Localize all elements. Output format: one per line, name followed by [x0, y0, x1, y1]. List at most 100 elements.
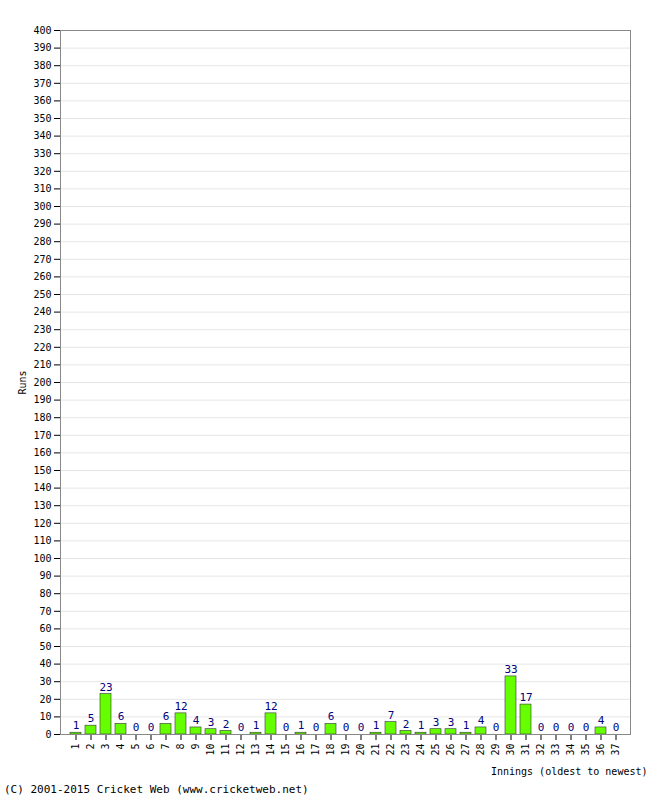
- svg-text:0: 0: [358, 721, 365, 734]
- svg-text:0: 0: [313, 721, 320, 734]
- svg-text:120: 120: [33, 518, 51, 529]
- svg-text:20: 20: [355, 744, 366, 756]
- svg-text:12: 12: [174, 700, 187, 713]
- svg-text:300: 300: [33, 201, 51, 212]
- svg-text:0: 0: [583, 721, 590, 734]
- svg-text:24: 24: [415, 744, 426, 756]
- svg-text:17: 17: [519, 691, 532, 704]
- svg-text:40: 40: [39, 658, 51, 669]
- svg-text:0: 0: [45, 729, 51, 740]
- svg-text:28: 28: [475, 744, 486, 756]
- svg-text:10: 10: [39, 711, 51, 722]
- svg-text:0: 0: [613, 721, 620, 734]
- svg-text:17: 17: [310, 744, 321, 756]
- svg-text:6: 6: [118, 710, 125, 723]
- svg-text:4: 4: [478, 714, 485, 727]
- svg-text:23: 23: [400, 744, 411, 756]
- svg-text:90: 90: [39, 570, 51, 581]
- svg-text:130: 130: [33, 500, 51, 511]
- svg-text:6: 6: [163, 710, 170, 723]
- svg-text:33: 33: [504, 663, 517, 676]
- svg-text:29: 29: [490, 744, 501, 756]
- svg-text:2: 2: [403, 718, 410, 731]
- svg-text:35: 35: [580, 744, 591, 756]
- svg-text:10: 10: [205, 744, 216, 756]
- svg-text:100: 100: [33, 553, 51, 564]
- svg-text:190: 190: [33, 394, 51, 405]
- svg-text:0: 0: [553, 721, 560, 734]
- svg-text:15: 15: [280, 744, 291, 756]
- svg-text:1: 1: [373, 719, 380, 732]
- svg-text:31: 31: [520, 744, 531, 756]
- svg-text:0: 0: [283, 721, 290, 734]
- svg-text:34: 34: [565, 744, 576, 756]
- svg-text:240: 240: [33, 306, 51, 317]
- svg-text:4: 4: [115, 744, 126, 750]
- svg-text:290: 290: [33, 218, 51, 229]
- svg-text:170: 170: [33, 430, 51, 441]
- svg-text:1: 1: [298, 719, 305, 732]
- svg-text:280: 280: [33, 236, 51, 247]
- svg-text:3: 3: [448, 716, 455, 729]
- svg-text:370: 370: [33, 78, 51, 89]
- svg-text:20: 20: [39, 694, 51, 705]
- svg-text:12: 12: [235, 744, 246, 756]
- svg-text:0: 0: [238, 721, 245, 734]
- svg-text:25: 25: [430, 744, 441, 756]
- svg-text:60: 60: [39, 623, 51, 634]
- svg-text:0: 0: [538, 721, 545, 734]
- svg-text:50: 50: [39, 641, 51, 652]
- svg-text:13: 13: [250, 744, 261, 756]
- svg-text:16: 16: [295, 744, 306, 756]
- svg-text:4: 4: [193, 714, 200, 727]
- svg-text:1: 1: [253, 719, 260, 732]
- svg-text:230: 230: [33, 324, 51, 335]
- svg-text:21: 21: [370, 744, 381, 756]
- svg-text:310: 310: [33, 183, 51, 194]
- svg-text:200: 200: [33, 377, 51, 388]
- svg-text:11: 11: [220, 744, 231, 756]
- svg-text:4: 4: [598, 714, 605, 727]
- svg-text:37: 37: [610, 744, 621, 756]
- svg-text:5: 5: [88, 712, 95, 725]
- svg-text:9: 9: [190, 744, 201, 750]
- svg-text:1: 1: [70, 744, 81, 750]
- svg-text:220: 220: [33, 342, 51, 353]
- svg-text:3: 3: [100, 744, 111, 750]
- svg-text:8: 8: [175, 744, 186, 750]
- svg-text:2: 2: [85, 744, 96, 750]
- svg-text:3: 3: [433, 716, 440, 729]
- svg-text:380: 380: [33, 60, 51, 71]
- svg-text:390: 390: [33, 42, 51, 53]
- svg-text:320: 320: [33, 166, 51, 177]
- svg-text:1: 1: [73, 719, 80, 732]
- svg-text:140: 140: [33, 482, 51, 493]
- svg-text:160: 160: [33, 447, 51, 458]
- svg-text:2: 2: [223, 718, 230, 731]
- svg-text:14: 14: [265, 744, 276, 756]
- svg-text:0: 0: [568, 721, 575, 734]
- svg-text:350: 350: [33, 113, 51, 124]
- svg-text:180: 180: [33, 412, 51, 423]
- svg-text:30: 30: [505, 744, 516, 756]
- svg-text:1: 1: [463, 719, 470, 732]
- svg-text:330: 330: [33, 148, 51, 159]
- svg-text:210: 210: [33, 359, 51, 370]
- svg-text:Runs: Runs: [17, 370, 28, 394]
- svg-text:0: 0: [343, 721, 350, 734]
- svg-text:80: 80: [39, 588, 51, 599]
- svg-text:70: 70: [39, 606, 51, 617]
- svg-text:26: 26: [445, 744, 456, 756]
- svg-text:22: 22: [385, 744, 396, 756]
- svg-text:6: 6: [145, 744, 156, 750]
- svg-text:150: 150: [33, 465, 51, 476]
- svg-text:0: 0: [133, 721, 140, 734]
- svg-text:7: 7: [160, 744, 171, 750]
- svg-text:30: 30: [39, 676, 51, 687]
- svg-text:23: 23: [99, 681, 112, 694]
- svg-text:18: 18: [325, 744, 336, 756]
- svg-text:0: 0: [493, 721, 500, 734]
- svg-text:0: 0: [148, 721, 155, 734]
- svg-text:27: 27: [460, 744, 471, 756]
- svg-text:33: 33: [550, 744, 561, 756]
